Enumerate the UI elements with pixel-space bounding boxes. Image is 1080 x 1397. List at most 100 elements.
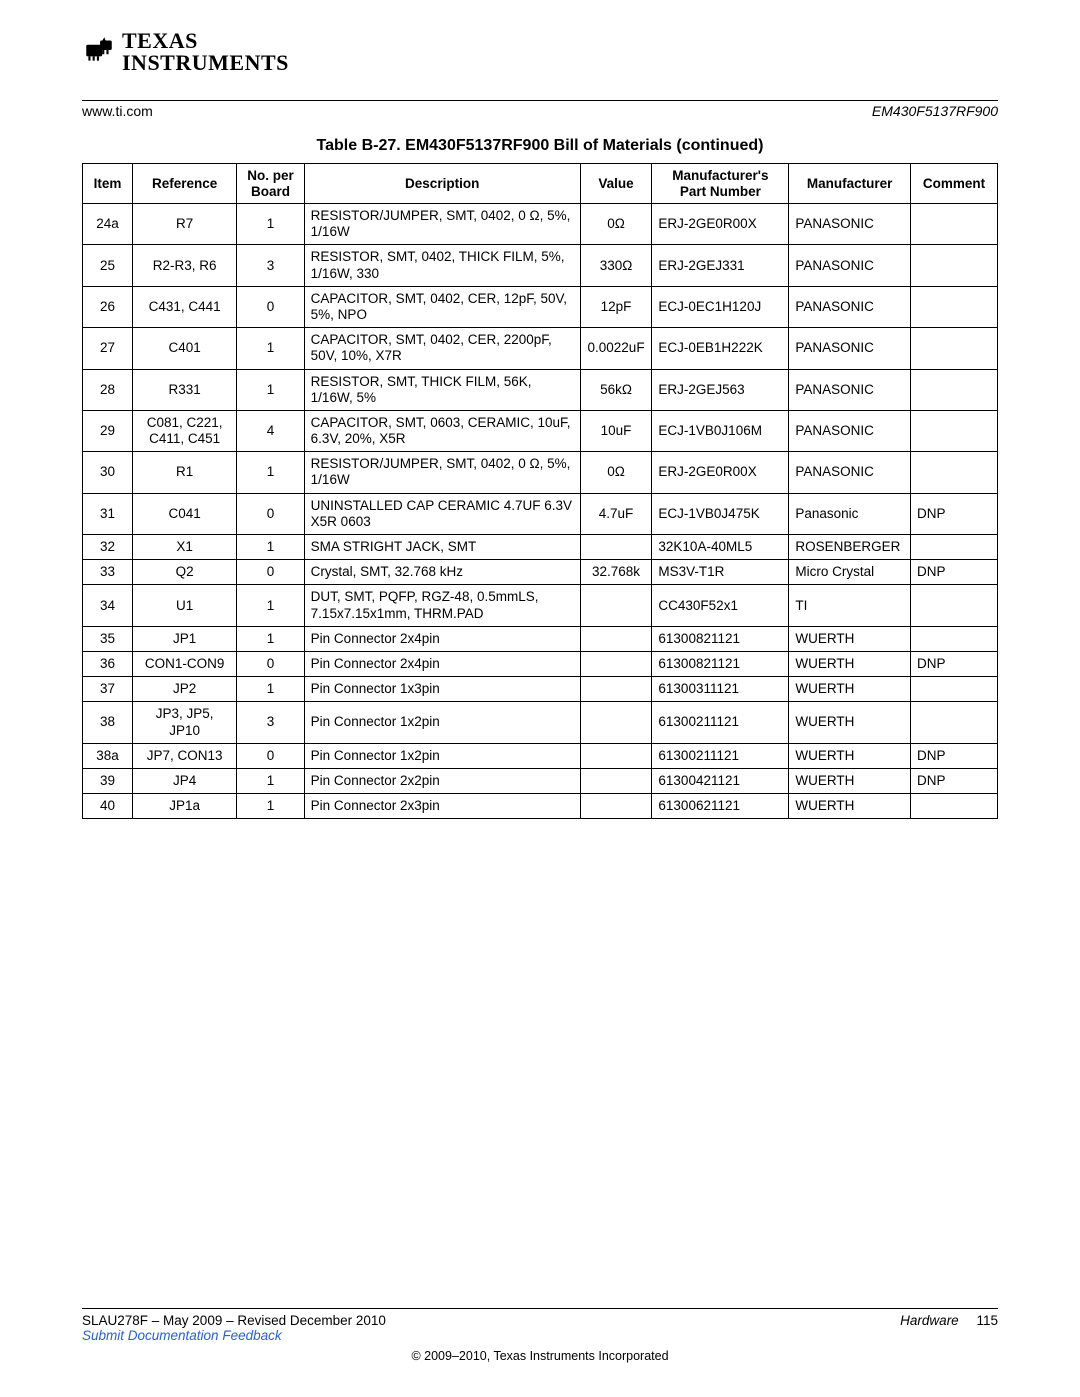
table-cell: R7 <box>132 204 236 245</box>
table-cell: 39 <box>83 768 133 793</box>
table-cell: 27 <box>83 328 133 369</box>
submit-feedback-link[interactable]: Submit Documentation Feedback <box>82 1328 282 1343</box>
table-row: 37JP21Pin Connector 1x3pin61300311121WUE… <box>83 677 998 702</box>
table-cell: 61300821121 <box>652 626 789 651</box>
col-mfr-partno: Manufacturer's Part Number <box>652 164 789 204</box>
table-cell: DNP <box>911 651 998 676</box>
table-cell: 0 <box>237 560 304 585</box>
table-cell <box>580 794 652 819</box>
table-cell: Pin Connector 2x2pin <box>304 768 580 793</box>
table-cell: 1 <box>237 452 304 493</box>
table-cell: WUERTH <box>789 743 911 768</box>
table-cell: ERJ-2GE0R00X <box>652 204 789 245</box>
table-cell: ROSENBERGER <box>789 535 911 560</box>
table-cell: 0.0022uF <box>580 328 652 369</box>
table-cell: 1 <box>237 626 304 651</box>
table-cell: CAPACITOR, SMT, 0603, CERAMIC, 10uF, 6.3… <box>304 410 580 451</box>
table-cell: 0Ω <box>580 204 652 245</box>
table-cell: Pin Connector 2x4pin <box>304 626 580 651</box>
table-row: 28R3311RESISTOR, SMT, THICK FILM, 56K, 1… <box>83 369 998 410</box>
col-reference: Reference <box>132 164 236 204</box>
table-cell: 1 <box>237 794 304 819</box>
table-cell: 4 <box>237 410 304 451</box>
table-cell <box>580 743 652 768</box>
table-cell: R331 <box>132 369 236 410</box>
footer-right: Hardware 115 <box>900 1313 998 1328</box>
table-cell: ERJ-2GE0R00X <box>652 452 789 493</box>
table-row: 33Q20Crystal, SMT, 32.768 kHz32.768kMS3V… <box>83 560 998 585</box>
table-cell: 35 <box>83 626 133 651</box>
col-item: Item <box>83 164 133 204</box>
table-cell: RESISTOR, SMT, THICK FILM, 56K, 1/16W, 5… <box>304 369 580 410</box>
table-row: 38aJP7, CON130Pin Connector 1x2pin613002… <box>83 743 998 768</box>
page-footer: SLAU278F – May 2009 – Revised December 2… <box>82 1308 998 1363</box>
table-cell: U1 <box>132 585 236 626</box>
table-cell: PANASONIC <box>789 410 911 451</box>
table-cell: JP7, CON13 <box>132 743 236 768</box>
table-cell: 4.7uF <box>580 493 652 534</box>
table-cell: 38a <box>83 743 133 768</box>
table-cell: 38 <box>83 702 133 743</box>
table-cell: 61300421121 <box>652 768 789 793</box>
table-cell: 330Ω <box>580 245 652 286</box>
table-cell: 0 <box>237 743 304 768</box>
table-cell <box>580 535 652 560</box>
table-cell: PANASONIC <box>789 245 911 286</box>
table-cell <box>580 651 652 676</box>
table-cell: WUERTH <box>789 677 911 702</box>
table-cell: PANASONIC <box>789 204 911 245</box>
footer-rule <box>82 1308 998 1309</box>
table-row: 27C4011CAPACITOR, SMT, 0402, CER, 2200pF… <box>83 328 998 369</box>
table-cell: Q2 <box>132 560 236 585</box>
footer-page-number: 115 <box>976 1313 998 1328</box>
header-partno: EM430F5137RF900 <box>872 103 998 119</box>
table-cell: X1 <box>132 535 236 560</box>
table-row: 26C431, C4410CAPACITOR, SMT, 0402, CER, … <box>83 286 998 327</box>
table-cell: 3 <box>237 702 304 743</box>
table-cell: 31 <box>83 493 133 534</box>
table-cell: 1 <box>237 677 304 702</box>
table-cell: JP2 <box>132 677 236 702</box>
table-cell: 32.768k <box>580 560 652 585</box>
table-cell: 61300311121 <box>652 677 789 702</box>
ti-logo-text: TEXAS INSTRUMENTS <box>122 30 289 74</box>
table-cell: CAPACITOR, SMT, 0402, CER, 2200pF, 50V, … <box>304 328 580 369</box>
table-cell <box>911 286 998 327</box>
table-cell: C401 <box>132 328 236 369</box>
table-cell: 0 <box>237 651 304 676</box>
table-row: 24aR71RESISTOR/JUMPER, SMT, 0402, 0 Ω, 5… <box>83 204 998 245</box>
table-cell: WUERTH <box>789 626 911 651</box>
col-manufacturer: Manufacturer <box>789 164 911 204</box>
table-cell: C081, C221, C411, C451 <box>132 410 236 451</box>
table-cell: R1 <box>132 452 236 493</box>
table-cell: C041 <box>132 493 236 534</box>
table-cell: CAPACITOR, SMT, 0402, CER, 12pF, 50V, 5%… <box>304 286 580 327</box>
table-cell <box>911 626 998 651</box>
table-cell: RESISTOR/JUMPER, SMT, 0402, 0 Ω, 5%, 1/1… <box>304 452 580 493</box>
table-cell: PANASONIC <box>789 286 911 327</box>
table-cell <box>580 768 652 793</box>
table-row: 34U11DUT, SMT, PQFP, RGZ-48, 0.5mmLS, 7.… <box>83 585 998 626</box>
table-cell: 61300211121 <box>652 743 789 768</box>
table-cell: 1 <box>237 585 304 626</box>
table-cell: DNP <box>911 493 998 534</box>
table-row: 30R11RESISTOR/JUMPER, SMT, 0402, 0 Ω, 5%… <box>83 452 998 493</box>
table-cell <box>911 328 998 369</box>
table-row: 31C0410UNINSTALLED CAP CERAMIC 4.7UF 6.3… <box>83 493 998 534</box>
table-cell <box>580 585 652 626</box>
table-cell: RESISTOR, SMT, 0402, THICK FILM, 5%, 1/1… <box>304 245 580 286</box>
table-cell <box>911 245 998 286</box>
table-cell: 25 <box>83 245 133 286</box>
footer-section: Hardware <box>900 1313 959 1328</box>
table-cell <box>911 410 998 451</box>
table-cell: DNP <box>911 743 998 768</box>
table-cell: 1 <box>237 768 304 793</box>
table-cell: 56kΩ <box>580 369 652 410</box>
table-cell: WUERTH <box>789 768 911 793</box>
table-cell: JP1a <box>132 794 236 819</box>
table-header-row: Item Reference No. per Board Description… <box>83 164 998 204</box>
table-cell: 30 <box>83 452 133 493</box>
table-cell: CON1-CON9 <box>132 651 236 676</box>
table-cell: 32 <box>83 535 133 560</box>
table-cell: 10uF <box>580 410 652 451</box>
